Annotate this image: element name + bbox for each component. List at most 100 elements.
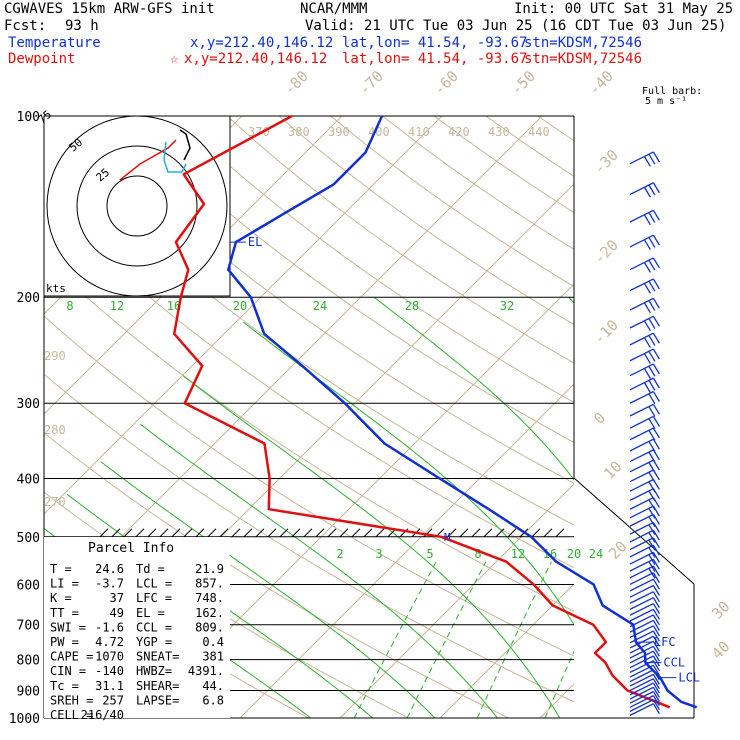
wind-barb-flag <box>652 572 660 584</box>
wind-barb <box>629 614 654 628</box>
parcel-row-value: 381 <box>202 650 224 664</box>
wind-barb <box>629 182 654 196</box>
wind-barb-flag <box>652 315 660 327</box>
hodograph-ring <box>46 115 228 297</box>
parcel-row-label: Td = <box>136 562 165 576</box>
isotherm-label: 10 <box>600 457 626 483</box>
wind-barb <box>629 505 654 519</box>
hatch-mark <box>483 528 493 538</box>
parcel-panel-bg <box>44 537 230 718</box>
wind-barb-flag <box>652 505 660 517</box>
wind-barb-flag <box>648 300 656 311</box>
wind-barb-flag <box>652 182 660 194</box>
dewpoint-legend-xy: x,y=212.40,146.12 <box>184 51 328 67</box>
wind-barb-flag <box>652 449 660 461</box>
wind-barb-flag <box>652 416 660 427</box>
wind-barb-flag <box>652 537 660 549</box>
parcel-row-label: CAPE = <box>50 650 93 664</box>
wind-barb-flag <box>652 522 660 533</box>
moist-adiabat <box>140 423 499 718</box>
wind-barb-flag <box>648 335 656 346</box>
wind-barb <box>629 403 654 417</box>
mixing-ratio-label: 24 <box>589 547 603 561</box>
wind-barb-flag <box>652 297 660 309</box>
wind-barb-flag <box>652 699 660 711</box>
wind-barb-flag <box>643 302 651 314</box>
wind-barb <box>629 348 654 362</box>
wind-barb-flag <box>648 280 656 292</box>
isotherm-label: -80 <box>280 67 312 99</box>
hatch-mark <box>351 528 361 538</box>
wind-barb <box>629 635 654 649</box>
wind-barb-flag <box>643 262 651 273</box>
init-time: Init: 00 UTC Sat 31 May 25 <box>514 1 734 17</box>
temperature-legend-xy: x,y=212.40,146.12 <box>190 35 334 51</box>
wind-barb <box>629 234 654 248</box>
wind-barb <box>629 415 654 429</box>
hatch-mark <box>327 528 337 538</box>
org-label: NCAR/MMM <box>300 1 368 17</box>
dry-adiabat <box>44 373 574 703</box>
pressure-tick-label: 1000 <box>9 712 40 727</box>
pressure-tick-label: 600 <box>17 578 40 593</box>
mixing-ratio-line <box>476 561 552 718</box>
parcel-row-value: 21.9 <box>195 562 224 576</box>
lcl-level-label: LCL <box>678 671 700 685</box>
wind-barb-flag <box>652 603 660 614</box>
wind-barb-flag <box>648 418 656 430</box>
wind-barb-flag <box>652 497 660 508</box>
parcel-row-value: 1070 <box>95 650 124 664</box>
wind-barb-flag <box>648 393 656 405</box>
wind-barb-flag <box>648 380 656 391</box>
wind-barb-flag <box>652 591 660 602</box>
hatch-mark <box>147 528 157 538</box>
sounding-series <box>172 114 698 709</box>
wind-barb <box>629 584 654 598</box>
wind-barb <box>629 625 654 639</box>
wind-barb <box>629 686 654 700</box>
wind-barb-flag <box>652 479 660 490</box>
theta-label: 440 <box>528 125 550 139</box>
wind-barb <box>629 496 654 510</box>
hatch-mark <box>207 528 217 538</box>
wind-barb-flag <box>652 669 660 681</box>
wind-barb-flag <box>648 508 656 519</box>
pressure-tick-label: 400 <box>17 472 40 487</box>
wind-barb <box>629 695 654 708</box>
pressure-tick-label: 100 <box>17 110 40 125</box>
wind-barb-flag <box>652 578 660 590</box>
wind-barb <box>629 151 654 165</box>
m-level-label: M <box>444 531 451 544</box>
dewpoint-legend-latlon: lat,lon= 41.54, -93.67 <box>342 51 528 67</box>
wind-barb-flag <box>648 429 656 441</box>
wind-barb-flag <box>652 597 660 608</box>
wind-barb <box>629 459 654 473</box>
wind-barb <box>629 449 654 463</box>
wind-barb-flag <box>648 237 656 248</box>
valid-time: Valid: 21 UTC Tue 03 Jun 25 (16 CDT Tue … <box>305 18 727 34</box>
wind-barb <box>629 578 654 592</box>
wind-barb-flag <box>652 625 660 637</box>
wind-barb-flag <box>652 403 660 415</box>
hatch-mark <box>531 528 541 538</box>
wind-barb-flag <box>652 529 660 541</box>
hodograph-trace-red <box>119 139 177 181</box>
wind-barb <box>629 645 654 659</box>
parcel-row-label: LAPSE= <box>136 693 179 707</box>
wind-barb <box>629 469 654 483</box>
isotherm-label: 0 <box>590 409 609 428</box>
mixing-ratio-label: 20 <box>233 299 247 313</box>
parcel-row-value: 162. <box>195 606 224 620</box>
wind-barb <box>629 521 654 535</box>
isotherm-label: 30 <box>708 597 734 623</box>
dewpoint-line <box>172 114 671 709</box>
el-level-label: EL <box>248 235 262 249</box>
parcel-row-value: 857. <box>195 577 224 591</box>
isotherm-label: -10 <box>590 316 622 348</box>
wind-barb-flag <box>643 320 651 332</box>
mixing-ratio-line <box>353 561 437 718</box>
wind-barb-flag <box>648 532 656 543</box>
mixing-ratio-label: 32 <box>500 299 514 313</box>
parcel-row-label: K = <box>50 591 72 605</box>
hatch-mark <box>363 528 373 538</box>
